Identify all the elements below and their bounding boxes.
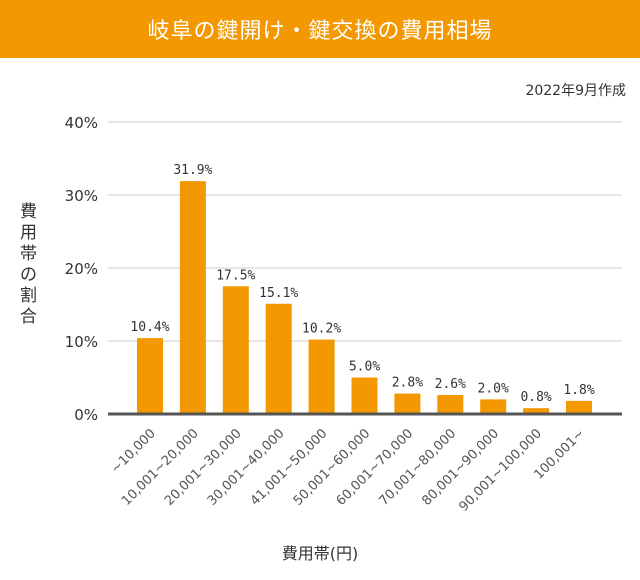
data-label: 2.0% (478, 381, 509, 396)
bar (137, 338, 163, 414)
data-label: 5.0% (349, 360, 380, 375)
x-tick-label: 10,001~20,000 (119, 426, 202, 509)
x-tick-label: 20,001~30,000 (162, 426, 245, 509)
data-label: 2.6% (435, 377, 466, 392)
x-tick-label: 70,001~80,000 (376, 426, 459, 509)
data-label: 15.1% (259, 286, 298, 301)
data-label: 10.2% (302, 322, 341, 337)
x-tick-label: 60,001~70,000 (334, 426, 417, 509)
bar (351, 377, 378, 414)
bar (179, 181, 206, 414)
y-tick-label: 10% (65, 333, 98, 351)
data-label: 17.5% (216, 268, 255, 283)
bar (523, 408, 550, 414)
bar (566, 400, 592, 414)
chart-subtitle: 2022年9月作成 (525, 83, 626, 99)
x-tick-label: 50,001~60,000 (291, 426, 374, 509)
y-axis-label: 費用帯の割合 (20, 202, 37, 327)
x-tick-label: 41,001~50,000 (248, 426, 331, 509)
bar (437, 395, 464, 414)
data-label: 1.8% (563, 383, 594, 398)
y-tick-label: 0% (74, 406, 98, 424)
x-axis-label: 費用帯(円) (281, 544, 359, 563)
data-label: 31.9% (173, 163, 212, 178)
y-tick-label: 20% (65, 260, 98, 278)
y-tick-label: 40% (65, 114, 98, 132)
data-label: 10.4% (130, 320, 169, 335)
data-label: 2.8% (392, 376, 423, 391)
x-tick-label: 80,001~90,000 (419, 426, 502, 509)
bar (394, 393, 421, 414)
data-label: 0.8% (520, 390, 551, 405)
bar (265, 303, 292, 414)
chart-title: 岐阜の鍵開け・鍵交換の費用相場 (0, 0, 640, 58)
bar (480, 399, 507, 414)
y-tick-label: 30% (65, 187, 98, 205)
x-tick-label: 30,001~40,000 (205, 426, 288, 509)
bar (308, 339, 335, 414)
bar (222, 286, 249, 414)
